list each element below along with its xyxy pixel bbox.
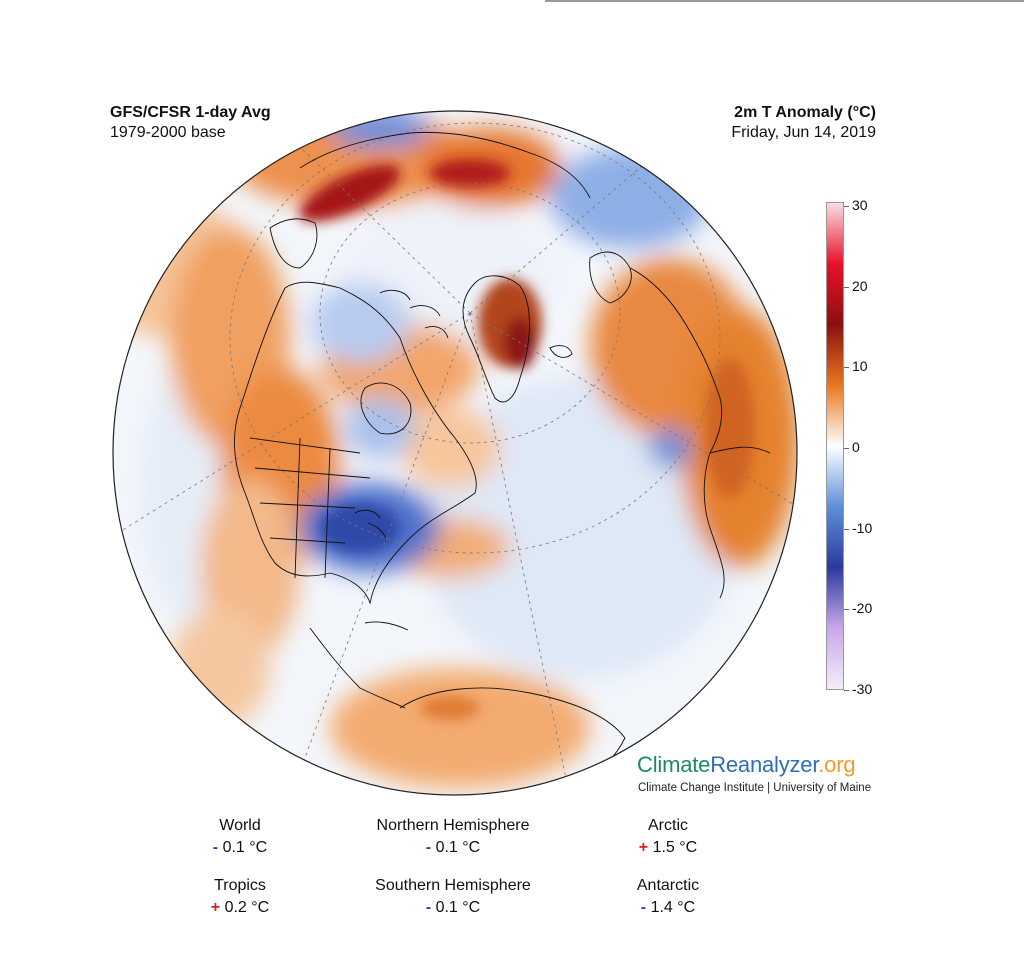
- header-left: GFS/CFSR 1-day Avg 1979-2000 base: [110, 103, 271, 143]
- stat-world: World - 0.1 °C: [150, 815, 330, 859]
- colorbar-tick-mark: [844, 690, 849, 691]
- graticule: [113, 111, 797, 795]
- colorbar-tick-label: 20: [852, 277, 868, 294]
- brand-logo[interactable]: ClimateReanalyzer.org: [637, 752, 856, 778]
- stat-label: Tropics: [214, 877, 266, 894]
- variable-title: 2m T Anomaly (°C): [734, 104, 876, 121]
- colorbar: [826, 202, 844, 690]
- stat-value: 1.4 °C: [650, 899, 696, 916]
- stat-label: Antarctic: [636, 877, 700, 894]
- stat-southern-hemisphere: Southern Hemisphere - 0.1 °C: [338, 875, 568, 919]
- stat-value: 0.1 °C: [222, 839, 268, 856]
- top-divider: [545, 0, 1024, 2]
- brand-subtitle: Climate Change Institute | University of…: [638, 782, 872, 794]
- stat-sign: -: [212, 839, 219, 856]
- colorbar-tick-mark: [844, 528, 849, 530]
- colorbar-tick-label: 30: [852, 197, 868, 213]
- stat-label: World: [219, 817, 261, 834]
- colorbar-tick-label: -10: [852, 519, 873, 536]
- brand-part-reanalyzer: Reanalyzer: [710, 752, 819, 777]
- date-label: Friday, Jun 14, 2019: [731, 124, 876, 141]
- anomaly-field: [113, 111, 797, 795]
- coastlines: [234, 131, 771, 795]
- stat-sign: +: [638, 839, 649, 856]
- stat-sign: +: [210, 899, 221, 916]
- colorbar-tick-label: 0: [852, 439, 860, 455]
- stat-northern-hemisphere: Northern Hemisphere - 0.1 °C: [338, 815, 568, 859]
- stat-arctic: Arctic + 1.5 °C: [578, 815, 758, 859]
- stat-tropics: Tropics + 0.2 °C: [150, 875, 330, 919]
- header-right: 2m T Anomaly (°C) Friday, Jun 14, 2019: [731, 103, 876, 143]
- base-period: 1979-2000 base: [110, 124, 226, 141]
- globe-svg: [112, 110, 798, 796]
- stat-value: 0.1 °C: [435, 899, 481, 916]
- stat-sign: -: [425, 899, 432, 916]
- colorbar-tick-label: -30: [852, 681, 873, 697]
- colorbar-tick-mark: [844, 206, 849, 207]
- stat-value: 0.1 °C: [435, 839, 481, 856]
- stat-value: 1.5 °C: [652, 839, 698, 856]
- colorbar-tick-mark: [844, 367, 849, 369]
- model-title: GFS/CFSR 1-day Avg: [110, 104, 271, 121]
- colorbar-tick-mark: [844, 286, 849, 288]
- stat-sign: -: [425, 839, 432, 856]
- colorbar-tick-label: 10: [852, 358, 868, 375]
- stat-sign: -: [640, 899, 647, 916]
- globe-outline: [112, 110, 798, 796]
- globe-map: [110, 108, 800, 798]
- colorbar-tick-label: -20: [852, 600, 873, 617]
- stat-label: Southern Hemisphere: [375, 877, 531, 894]
- stat-value: 0.2 °C: [224, 899, 270, 916]
- brand-part-org: .org: [818, 752, 856, 777]
- brand-part-climate: Climate: [637, 752, 711, 777]
- stat-label: Arctic: [648, 817, 688, 834]
- colorbar-tick-mark: [844, 448, 849, 449]
- stat-label: Northern Hemisphere: [376, 817, 530, 834]
- stat-antarctic: Antarctic - 1.4 °C: [578, 875, 758, 919]
- colorbar-tick-mark: [844, 609, 849, 611]
